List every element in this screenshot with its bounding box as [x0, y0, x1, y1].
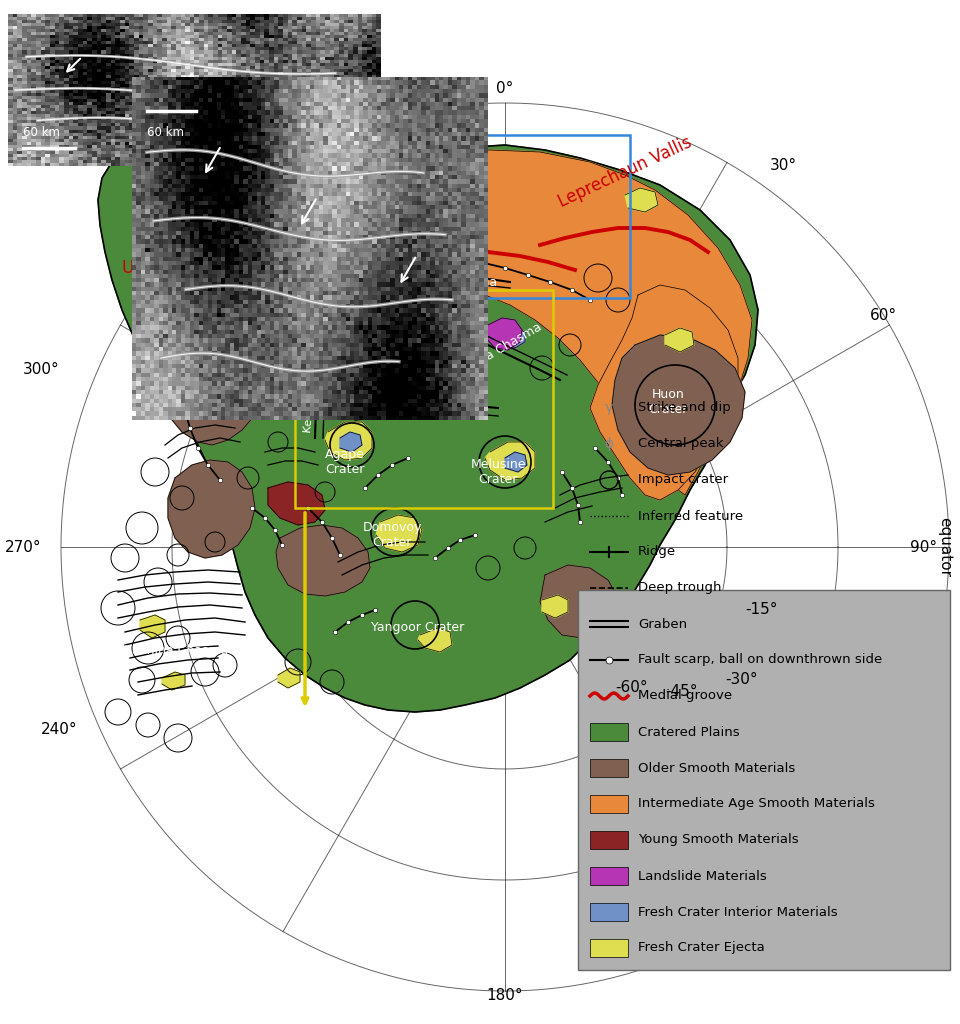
Text: Kra Chasma: Kra Chasma	[472, 321, 544, 370]
Polygon shape	[486, 318, 522, 350]
Bar	[590, 759, 628, 777]
Bar	[590, 867, 628, 885]
Text: Impact crater: Impact crater	[638, 473, 728, 486]
Text: Kewpie Chasma: Kewpie Chasma	[303, 343, 321, 432]
Text: Sylph Chasma: Sylph Chasma	[383, 403, 472, 417]
Text: Domovoy
Crater: Domovoy Crater	[362, 521, 421, 549]
Bar	[590, 939, 628, 957]
Polygon shape	[612, 335, 745, 475]
Text: 0°: 0°	[496, 81, 514, 96]
Bar	[295, 290, 553, 508]
Text: Young Smooth Materials: Young Smooth Materials	[638, 834, 799, 847]
Text: Yangoor Crater: Yangoor Crater	[372, 622, 465, 635]
Polygon shape	[98, 145, 758, 712]
Polygon shape	[418, 628, 452, 652]
Polygon shape	[140, 615, 165, 638]
Bar	[590, 903, 628, 921]
Text: Inferred feature: Inferred feature	[638, 510, 743, 522]
Polygon shape	[590, 285, 738, 500]
Text: 270°: 270°	[6, 540, 42, 555]
Polygon shape	[155, 150, 752, 495]
Text: Cratered Plains: Cratered Plains	[638, 725, 739, 738]
Polygon shape	[340, 432, 362, 452]
Text: Agape
Crater: Agape Crater	[325, 449, 365, 476]
Text: 60 km: 60 km	[23, 126, 60, 138]
Text: Central peak: Central peak	[638, 437, 724, 451]
Text: Mab: Mab	[442, 391, 468, 404]
Text: Fresh Crater Interior Materials: Fresh Crater Interior Materials	[638, 905, 838, 919]
Polygon shape	[388, 308, 462, 365]
Text: -45°: -45°	[665, 684, 698, 699]
Text: 240°: 240°	[41, 723, 78, 737]
Text: Melusine
Crater: Melusine Crater	[470, 458, 526, 486]
Text: Ridge: Ridge	[638, 546, 676, 558]
Text: Kachina Chasmata: Kachina Chasmata	[124, 643, 241, 656]
Text: Korrigan Chasma: Korrigan Chasma	[362, 302, 388, 398]
Bar	[590, 723, 628, 741]
Text: 60°: 60°	[870, 307, 898, 323]
Polygon shape	[148, 322, 270, 445]
Bar	[388, 135, 630, 298]
Text: 90°: 90°	[910, 540, 937, 555]
Text: Medial groove: Medial groove	[638, 689, 732, 702]
Text: Graben: Graben	[638, 617, 687, 631]
Text: Brownie Chasma: Brownie Chasma	[246, 271, 350, 285]
Text: -15°: -15°	[745, 602, 778, 617]
Text: Pixie Chasma: Pixie Chasma	[413, 275, 497, 289]
Text: Sprite Vallis: Sprite Vallis	[353, 183, 450, 201]
Bar	[590, 831, 628, 849]
Text: Huon
Crater: Huon Crater	[648, 388, 687, 416]
Text: Unnamed
Vallis: Unnamed Vallis	[122, 259, 203, 297]
Polygon shape	[542, 595, 568, 618]
Text: 60 km: 60 km	[147, 126, 183, 138]
Text: Deep trough: Deep trough	[638, 582, 722, 595]
Text: Older Smooth Materials: Older Smooth Materials	[638, 762, 795, 774]
Polygon shape	[485, 442, 535, 480]
Polygon shape	[505, 452, 527, 472]
Text: 300°: 300°	[23, 362, 60, 378]
Text: -60°: -60°	[615, 681, 648, 695]
Polygon shape	[325, 422, 372, 460]
Polygon shape	[376, 515, 422, 552]
Text: Leprechaun Vallis: Leprechaun Vallis	[555, 133, 695, 211]
Polygon shape	[162, 672, 185, 690]
Text: 330°: 330°	[209, 148, 247, 163]
Bar	[590, 795, 628, 813]
Text: Landslide Materials: Landslide Materials	[638, 869, 767, 883]
Polygon shape	[505, 328, 525, 348]
Text: Intermediate Age Smooth Materials: Intermediate Age Smooth Materials	[638, 798, 875, 811]
Polygon shape	[268, 482, 325, 525]
Polygon shape	[278, 668, 300, 688]
Bar	[578, 590, 950, 970]
Text: -30°: -30°	[725, 673, 757, 687]
Polygon shape	[665, 328, 694, 352]
Polygon shape	[276, 525, 370, 596]
Text: Strike and dip: Strike and dip	[638, 401, 731, 415]
Polygon shape	[298, 362, 322, 382]
Polygon shape	[168, 460, 255, 558]
Text: ϕ: ϕ	[605, 437, 613, 451]
Text: Fresh Crater Ejecta: Fresh Crater Ejecta	[638, 941, 765, 954]
Text: 30°: 30°	[770, 158, 797, 172]
Polygon shape	[540, 565, 618, 638]
Text: Fault scarp, ball on downthrown side: Fault scarp, ball on downthrown side	[638, 653, 882, 667]
Text: equator: equator	[938, 517, 952, 577]
Polygon shape	[625, 188, 658, 212]
Text: 180°: 180°	[487, 988, 523, 1002]
Polygon shape	[240, 238, 385, 335]
Text: γ: γ	[605, 401, 613, 415]
